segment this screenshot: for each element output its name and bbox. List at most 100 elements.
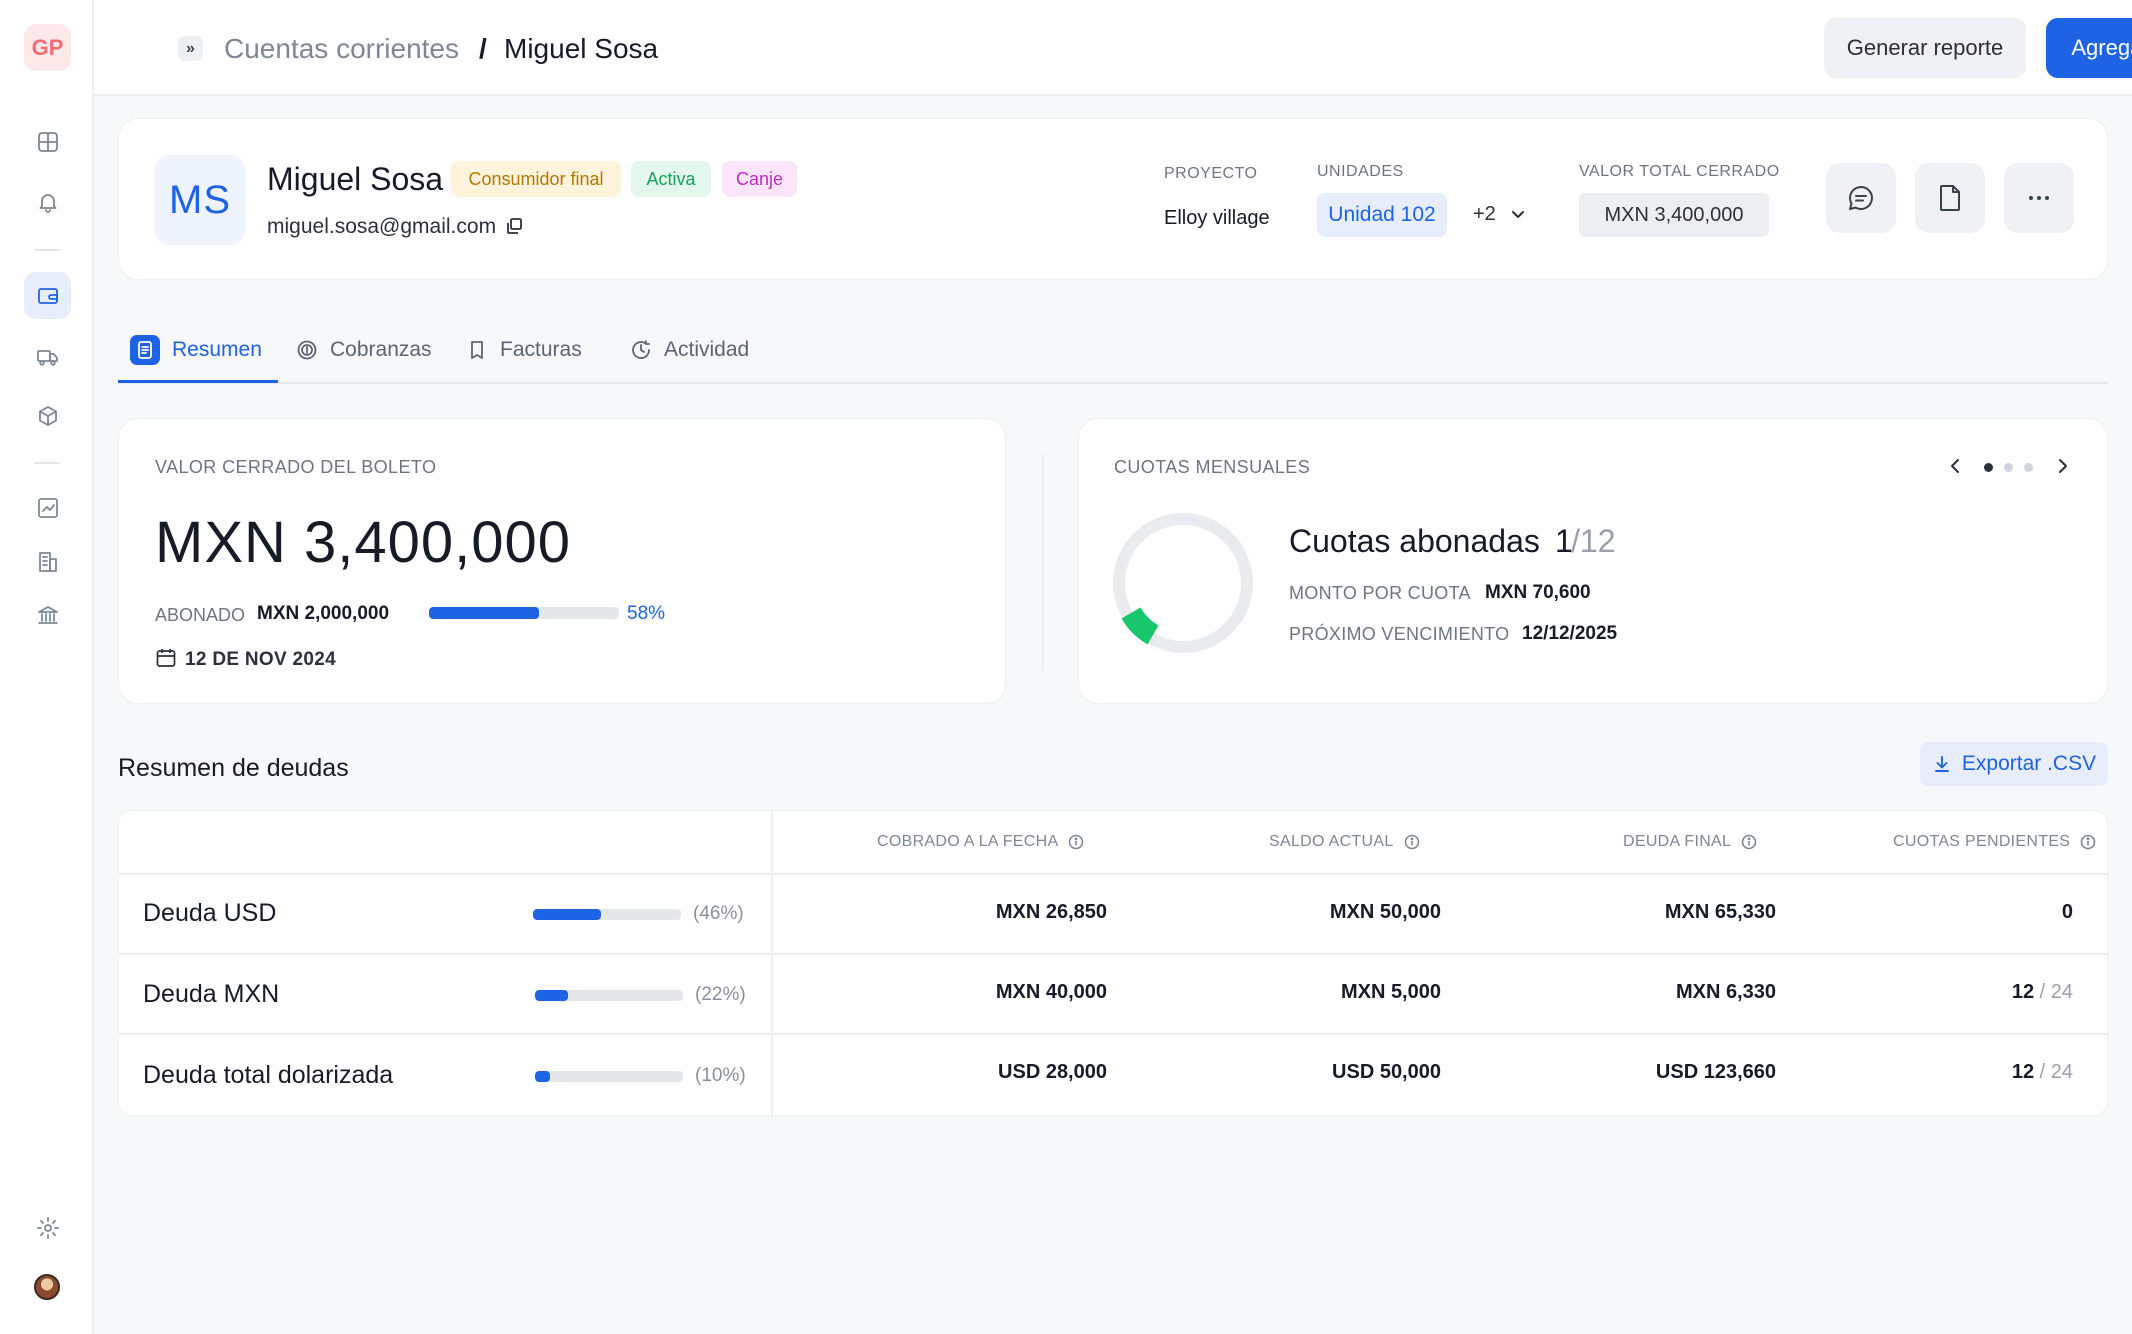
debt-progress-percent: (10%) xyxy=(695,1065,746,1086)
debt-progress-fill xyxy=(533,909,602,920)
carousel-dot[interactable] xyxy=(1984,463,1993,472)
sidebar-divider xyxy=(34,462,60,464)
closed-value-amount: MXN 3,400,000 xyxy=(155,510,572,575)
column-separator xyxy=(771,811,773,1117)
monthly-installments-card: CUOTAS MENSUALES Cuotas abonadas 1 /12 M… xyxy=(1078,418,2108,704)
column-header-label: SALDO ACTUAL xyxy=(1269,833,1394,850)
bell-icon[interactable] xyxy=(24,178,71,225)
column-header-label: COBRADO A LA FECHA xyxy=(877,833,1059,850)
cell-pending-installments: 0 xyxy=(2062,901,2073,924)
installments-title: Cuotas abonadas xyxy=(1289,523,1540,559)
breadcrumb-separator: / xyxy=(479,33,487,64)
top-bar: » Cuentas corrientes / Miguel Sosa Gener… xyxy=(94,0,2132,96)
closed-value-card: VALOR CERRADO DEL BOLETO MXN 3,400,000 A… xyxy=(118,418,1006,704)
installments-paid: 1 xyxy=(1555,523,1573,559)
debt-progress-bar xyxy=(535,1071,683,1082)
project-value: Elloy village xyxy=(1164,207,1270,229)
column-header-final-debt: DEUDA FINAL xyxy=(1623,833,1757,851)
export-csv-button[interactable]: Exportar .CSV xyxy=(1920,742,2108,786)
package-icon[interactable] xyxy=(24,392,71,439)
chevron-down-icon[interactable] xyxy=(1509,205,1527,223)
column-header-collected: COBRADO A LA FECHA xyxy=(877,833,1084,851)
unit-chip[interactable]: Unidad 102 xyxy=(1317,193,1447,237)
chat-button[interactable] xyxy=(1826,163,1896,233)
sidebar-divider xyxy=(34,249,60,251)
coin-icon xyxy=(297,340,317,360)
cell-balance: USD 50,000 xyxy=(1332,1061,1441,1083)
truck-icon[interactable] xyxy=(24,333,71,380)
carousel-dot[interactable] xyxy=(2004,463,2013,472)
units-more-count[interactable]: +2 xyxy=(1473,203,1496,225)
document-icon xyxy=(1940,185,1960,211)
tab-label: Resumen xyxy=(172,338,262,361)
wallet-icon[interactable] xyxy=(24,272,71,319)
app-logo[interactable]: GP xyxy=(24,24,71,71)
debt-table: COBRADO A LA FECHA SALDO ACTUAL DEUDA FI… xyxy=(118,810,2109,1117)
cell-collected: MXN 26,850 xyxy=(995,901,1107,923)
info-icon[interactable] xyxy=(1741,834,1757,850)
building-icon[interactable] xyxy=(24,538,71,585)
settings-icon[interactable] xyxy=(24,1204,71,1251)
tab-bar: Resumen Cobranzas Facturas Actividad xyxy=(118,316,2108,384)
installments-donut xyxy=(1113,513,1253,653)
total-value-chip: MXN 3,400,000 xyxy=(1579,193,1769,237)
cell-collected: MXN 40,000 xyxy=(995,981,1107,1003)
client-header-card: MS Miguel Sosa Consumidor final Activa C… xyxy=(118,118,2108,280)
row-divider xyxy=(119,873,2109,875)
expand-sidebar-button[interactable]: » xyxy=(178,36,203,61)
dashboard-icon[interactable] xyxy=(24,118,71,165)
carousel-dot[interactable] xyxy=(2024,463,2033,472)
client-email: miguel.sosa@gmail.com xyxy=(267,215,497,238)
units-label: UNIDADES xyxy=(1317,163,1404,180)
installments-total: /12 xyxy=(1571,523,1616,559)
tab-label: Cobranzas xyxy=(330,338,432,361)
cell-final-debt: USD 123,660 xyxy=(1655,1061,1776,1083)
chevron-right-icon[interactable] xyxy=(2051,455,2073,477)
bank-icon[interactable] xyxy=(24,591,71,638)
pending-count: 12 xyxy=(2011,981,2035,1003)
tab-actividad[interactable]: Actividad xyxy=(630,316,749,384)
paid-value: MXN 2,000,000 xyxy=(257,603,390,624)
client-monogram: MS xyxy=(155,155,245,245)
more-options-button[interactable] xyxy=(2004,163,2074,233)
info-icon[interactable] xyxy=(1404,834,1420,850)
paid-label: ABONADO xyxy=(155,605,246,625)
cell-final-debt: MXN 6,330 xyxy=(1675,981,1776,1003)
badge-exchange: Canje xyxy=(722,161,797,197)
document-button[interactable] xyxy=(1915,163,1985,233)
document-list-icon xyxy=(130,335,160,365)
chart-icon[interactable] xyxy=(24,484,71,531)
chevron-left-icon[interactable] xyxy=(1945,455,1967,477)
tab-resumen[interactable]: Resumen xyxy=(130,316,262,384)
paid-progress-fill xyxy=(429,607,540,619)
avatar[interactable] xyxy=(34,1274,60,1300)
info-icon[interactable] xyxy=(1068,834,1084,850)
page-title: Miguel Sosa xyxy=(504,33,659,64)
copy-icon[interactable] xyxy=(505,217,523,235)
download-icon xyxy=(1934,756,1949,772)
tab-cobranzas[interactable]: Cobranzas xyxy=(296,316,432,384)
debt-summary-title: Resumen de deudas xyxy=(118,754,349,782)
next-due-label: PRÓXIMO VENCIMIENTO xyxy=(1289,624,1510,644)
pending-total: / 24 xyxy=(2034,981,2073,1003)
cell-collected: USD 28,000 xyxy=(998,1061,1107,1083)
add-button[interactable]: Agregar xyxy=(2046,18,2132,78)
tab-facturas[interactable]: Facturas xyxy=(466,316,582,384)
cell-pending-installments: 12 / 24 xyxy=(2012,981,2073,1004)
debt-name: Deuda total dolarizada xyxy=(143,1061,394,1089)
column-header-label: DEUDA FINAL xyxy=(1623,833,1732,850)
bookmark-icon xyxy=(471,341,483,359)
more-icon xyxy=(2029,196,2049,200)
cell-balance: MXN 5,000 xyxy=(1340,981,1441,1003)
amount-per-installment-value: MXN 70,600 xyxy=(1485,582,1591,603)
sidebar: GP xyxy=(0,0,94,1334)
next-due-value: 12/12/2025 xyxy=(1522,623,1618,644)
debt-progress-percent: (46%) xyxy=(693,903,744,924)
cell-balance: MXN 50,000 xyxy=(1329,901,1441,923)
closed-value-label: VALOR CERRADO DEL BOLETO xyxy=(155,457,437,477)
breadcrumb-parent[interactable]: Cuentas corrientes xyxy=(224,33,460,64)
generate-report-button[interactable]: Generar reporte xyxy=(1824,18,2026,78)
info-icon[interactable] xyxy=(2080,834,2096,850)
generate-report-label: Generar reporte xyxy=(1846,35,2004,60)
column-header-pending-installments: CUOTAS PENDIENTES xyxy=(1893,833,2096,851)
